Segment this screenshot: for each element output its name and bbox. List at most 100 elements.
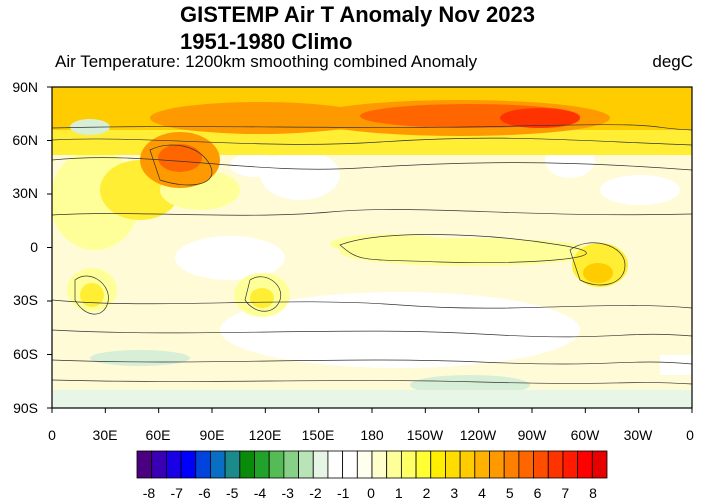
contour-line [52, 299, 692, 309]
colorbar-label: 3 [450, 485, 459, 501]
title-line-2: 1951-1980 Climo [180, 29, 353, 54]
colorbar-swatch [254, 450, 270, 479]
lon-label-0-end: 0 [686, 427, 694, 443]
contour-line [244, 276, 282, 312]
anomaly-area [230, 153, 280, 177]
colorbar-label: -7 [170, 485, 183, 501]
anomaly-area [330, 234, 450, 254]
colorbar-swatch [445, 450, 461, 479]
colorbar-swatch [533, 450, 549, 479]
anomaly-area [80, 283, 104, 307]
axis-ticks [47, 86, 693, 413]
title-line-1: GISTEMP Air T Anomaly Nov 2023 [180, 2, 535, 27]
colorbar-label: -2 [309, 485, 322, 501]
unit-label: degC [652, 52, 693, 71]
colorbar-swatch [400, 450, 417, 479]
lat-label-90n: 90N [12, 79, 38, 95]
colorbar-swatch [195, 450, 211, 479]
anomaly-area [52, 390, 692, 408]
contour-line [52, 209, 692, 216]
lon-label-60w: 60W [570, 427, 600, 443]
colorbar-swatch [312, 450, 329, 479]
map-field [52, 87, 692, 408]
colorbar-swatch [489, 450, 505, 479]
colorbar-label: -8 [142, 485, 156, 501]
colorbar-label: 5 [505, 485, 514, 501]
colorbar-swatch [136, 450, 153, 479]
colorbar-swatch [327, 450, 344, 479]
colorbar-label: 8 [589, 485, 597, 501]
colorbar-swatch [239, 450, 255, 479]
colorbar-swatch [298, 450, 314, 479]
anomaly-area [660, 355, 692, 375]
colorbar-swatch [503, 450, 520, 479]
contour-line [149, 144, 213, 186]
colorbar-label: -6 [198, 485, 211, 501]
colorbar-swatch [165, 450, 182, 479]
lat-label-60n: 60N [12, 132, 38, 148]
colorbar-swatch [547, 450, 564, 479]
contour-line [569, 242, 626, 286]
contour-line [339, 234, 587, 264]
lon-label-90e: 90E [199, 427, 225, 443]
colorbar-swatch [151, 450, 167, 479]
colorbar-swatch [577, 450, 593, 479]
colorbar-swatch [562, 450, 579, 479]
colorbar-label: 1 [394, 485, 403, 501]
anomaly-area [500, 108, 580, 128]
lat-label-60s: 60S [13, 346, 38, 362]
anomaly-area [150, 102, 370, 134]
lon-label-30w: 30W [623, 427, 653, 443]
lon-label-120e: 120E [248, 427, 282, 443]
lon-label-60e: 60E [145, 427, 171, 443]
contour-line [52, 359, 692, 365]
anomaly-area [250, 288, 274, 308]
lon-label-180: 180 [360, 427, 384, 443]
colorbar-swatch [283, 450, 299, 479]
anomaly-area [282, 155, 318, 175]
colorbar-swatch [371, 450, 388, 479]
colorbar-swatch [518, 450, 534, 479]
anomaly-area [158, 144, 202, 172]
colorbar-swatch [342, 450, 358, 479]
colorbar [136, 450, 608, 479]
contour-line [52, 329, 692, 338]
colorbar-swatch [180, 450, 197, 479]
anomaly-area [600, 175, 680, 205]
lat-label-90s: 90S [13, 400, 38, 416]
lon-label-150w: 150W [406, 427, 444, 443]
colorbar-swatch [224, 450, 241, 479]
colorbar-swatch [268, 450, 285, 479]
colorbar-swatch [430, 450, 446, 479]
lat-label-30n: 30N [12, 185, 38, 201]
lon-label-30e: 30E [92, 427, 118, 443]
colorbar-label: -5 [226, 485, 239, 501]
colorbar-label: 4 [478, 485, 486, 501]
lat-label-30s: 30S [13, 292, 38, 308]
anomaly-area [175, 236, 285, 280]
colorbar-swatch [386, 450, 402, 479]
colorbar-label: -3 [281, 485, 294, 501]
subtitle: Air Temperature: 1200km smoothing combin… [55, 52, 478, 71]
lat-label-eq: 0 [30, 239, 38, 255]
contour-line [52, 137, 692, 146]
colorbar-label: 7 [561, 485, 570, 501]
lon-label-0: 0 [48, 427, 56, 443]
contour-line [52, 124, 692, 131]
colorbar-label: -4 [253, 485, 267, 501]
anomaly-area [90, 350, 190, 366]
anomaly-area [52, 87, 692, 100]
lon-label-120w: 120W [459, 427, 497, 443]
contour-lines [52, 124, 692, 385]
contour-line [52, 379, 692, 385]
colorbar-swatch [474, 450, 490, 479]
colorbar-swatch [210, 450, 226, 479]
anomaly-area [220, 292, 580, 368]
colorbar-label: 0 [367, 485, 375, 501]
colorbar-label: 2 [422, 485, 431, 501]
lon-label-150e: 150E [301, 427, 335, 443]
anomaly-area [583, 263, 613, 283]
contour-line [52, 157, 692, 171]
lon-label-90w: 90W [517, 427, 547, 443]
